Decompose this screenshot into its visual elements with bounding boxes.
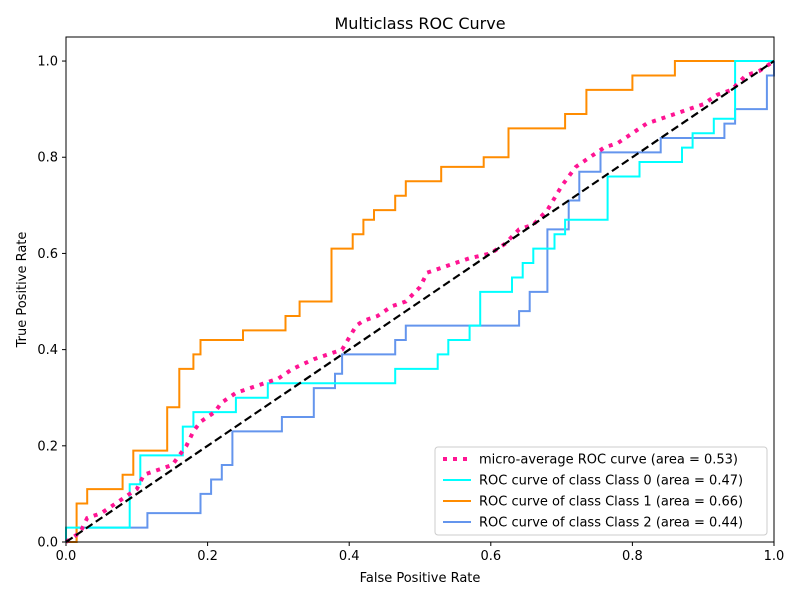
x-tick-label: 0.0: [56, 549, 77, 564]
y-tick-label: 0.8: [37, 151, 58, 166]
y-axis: 0.0 0.2 0.4 0.6 0.8 1.0: [37, 55, 66, 551]
y-tick-label: 0.6: [37, 247, 58, 262]
series-line-2: [66, 60, 774, 543]
legend-label-2: ROC curve of class Class 1 (area = 0.66): [479, 495, 743, 510]
plot-area: [64, 59, 776, 544]
legend-box: [434, 446, 768, 536]
y-tick-label: 1.0: [37, 55, 58, 70]
x-tick-label: 0.2: [197, 549, 218, 564]
x-tick-label: 0.6: [480, 549, 501, 564]
chance-reference-line: [65, 60, 775, 543]
legend: micro-average ROC curve (area = 0.53) ROC…: [434, 446, 768, 536]
x-axis-label: False Positive Rate: [360, 571, 481, 586]
x-tick-label: 0.8: [622, 549, 643, 564]
plot-frame: [65, 36, 775, 543]
legend-label-0: micro-average ROC curve (area = 0.53): [479, 453, 738, 468]
y-tick-label: 0.4: [37, 343, 58, 358]
legend-label-3: ROC curve of class Class 2 (area = 0.44): [479, 516, 743, 531]
x-tick-label: 0.4: [339, 549, 360, 564]
series-line-1: [65, 60, 774, 542]
series-line-3: [66, 61, 775, 543]
legend-label-1: ROC curve of class Class 0 (area = 0.47): [479, 474, 743, 489]
y-tick-label: 0.0: [37, 536, 58, 551]
y-tick-label: 0.2: [37, 439, 58, 454]
chart-title: Multiclass ROC Curve: [334, 14, 505, 33]
x-tick-label: 1.0: [764, 549, 785, 564]
x-axis: 0.0 0.2 0.4 0.6 0.8 1.0: [56, 542, 785, 564]
y-axis-label: True Positive Rate: [15, 232, 30, 349]
